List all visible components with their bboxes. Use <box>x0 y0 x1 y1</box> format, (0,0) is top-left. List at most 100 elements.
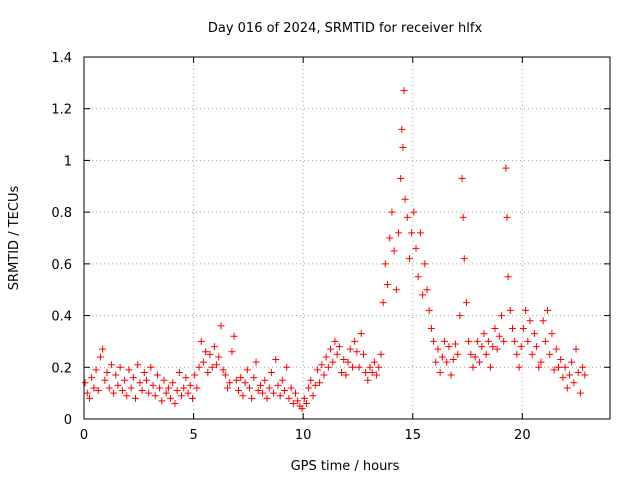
chart-title: Day 016 of 2024, SRMTID for receiver hlf… <box>208 21 483 36</box>
data-point <box>462 299 470 307</box>
data-point <box>285 394 293 402</box>
data-point <box>487 363 495 371</box>
data-point <box>320 371 328 379</box>
data-point <box>495 332 503 340</box>
data-point <box>142 376 150 384</box>
data-point <box>191 371 199 379</box>
data-point <box>368 368 376 376</box>
data-point <box>400 87 408 95</box>
data-point <box>160 376 168 384</box>
y-tick-label: 1.4 <box>51 51 72 66</box>
data-point <box>502 164 510 172</box>
data-point <box>503 213 511 221</box>
x-tick-label: 20 <box>514 428 531 443</box>
data-point <box>186 381 194 389</box>
data-point <box>554 363 562 371</box>
data-point <box>342 371 350 379</box>
data-point <box>458 175 466 183</box>
data-point <box>482 350 490 358</box>
data-point <box>254 387 262 395</box>
data-point <box>322 353 330 361</box>
data-point <box>398 125 406 133</box>
data-point <box>316 379 324 387</box>
data-point <box>226 379 234 387</box>
data-point <box>476 358 484 366</box>
data-point <box>267 368 275 376</box>
data-point <box>182 374 190 382</box>
data-point <box>408 229 416 237</box>
data-point <box>469 363 477 371</box>
data-point <box>96 353 104 361</box>
data-point <box>546 350 554 358</box>
data-point <box>493 345 501 353</box>
data-point <box>90 384 98 392</box>
data-point <box>384 281 392 289</box>
data-point <box>327 345 335 353</box>
data-point <box>353 348 361 356</box>
data-points <box>81 87 589 413</box>
x-tick-label: 0 <box>80 428 88 443</box>
data-point <box>484 337 492 345</box>
data-point <box>175 368 183 376</box>
data-point <box>581 371 589 379</box>
data-point <box>116 363 124 371</box>
data-point <box>85 394 93 402</box>
data-point <box>121 376 129 384</box>
data-point <box>425 306 433 314</box>
data-point <box>362 368 370 376</box>
data-point <box>110 389 118 397</box>
data-point <box>221 371 229 379</box>
data-point <box>421 260 429 268</box>
data-point <box>524 337 532 345</box>
data-point <box>151 392 159 400</box>
data-point <box>147 363 155 371</box>
data-point <box>576 389 584 397</box>
data-point <box>270 389 278 397</box>
data-point <box>241 379 249 387</box>
data-point <box>414 273 422 281</box>
data-point <box>436 368 444 376</box>
data-point <box>526 317 534 325</box>
data-point <box>129 374 137 382</box>
data-point <box>291 389 299 397</box>
data-point <box>298 405 306 413</box>
data-point <box>544 306 552 314</box>
data-point <box>99 345 107 353</box>
data-point <box>114 381 122 389</box>
data-point <box>399 144 407 151</box>
data-point <box>351 337 359 345</box>
data-point <box>333 350 341 358</box>
data-point <box>307 376 315 384</box>
data-point <box>329 358 337 366</box>
data-point <box>224 384 232 392</box>
data-point <box>473 337 481 345</box>
data-point <box>392 286 400 294</box>
data-point <box>199 358 207 366</box>
data-point <box>511 337 519 345</box>
data-point <box>430 337 438 345</box>
data-point <box>331 337 339 345</box>
data-point <box>283 363 291 371</box>
data-point <box>180 384 188 392</box>
data-point <box>324 363 332 371</box>
data-point <box>208 363 216 371</box>
data-point <box>517 343 525 351</box>
data-point <box>533 343 541 351</box>
data-point <box>272 356 280 364</box>
data-point <box>412 244 420 252</box>
data-point <box>395 229 403 237</box>
data-point <box>427 325 435 332</box>
data-point <box>506 306 514 314</box>
data-point <box>219 366 227 374</box>
data-point <box>459 213 467 221</box>
data-point <box>530 330 538 338</box>
data-point <box>335 343 343 351</box>
data-point <box>377 350 385 358</box>
data-point <box>309 392 317 400</box>
data-point <box>359 350 367 358</box>
data-point <box>169 379 177 387</box>
data-point <box>228 348 236 356</box>
data-point <box>500 337 508 345</box>
data-point <box>164 384 172 392</box>
